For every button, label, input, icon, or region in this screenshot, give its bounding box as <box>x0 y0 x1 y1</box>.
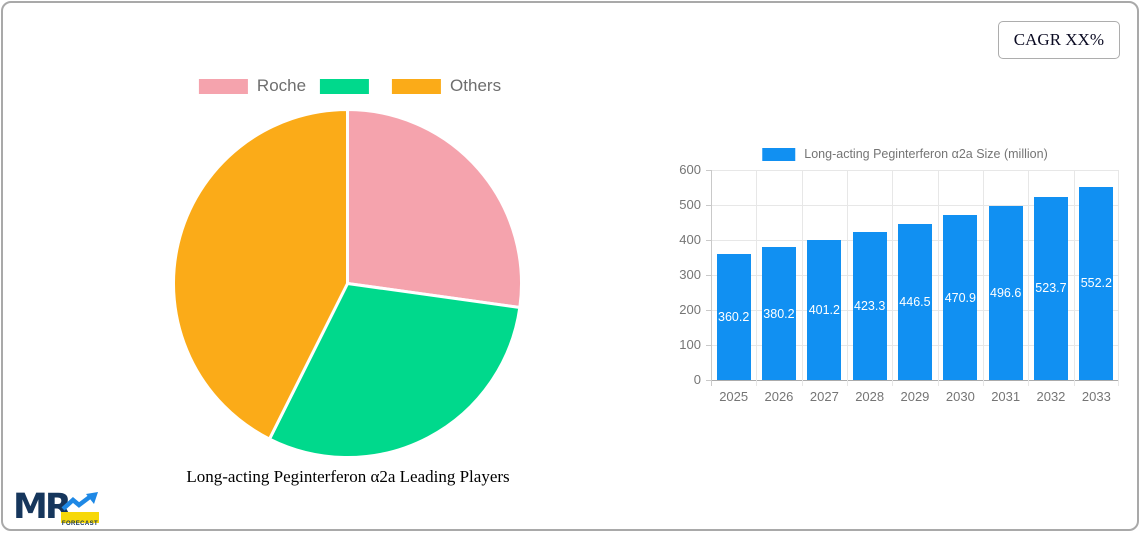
y-tick-mark <box>706 170 711 171</box>
x-tick-label: 2030 <box>945 389 975 404</box>
mr-forecast-logo: MR FORECAST <box>13 489 99 529</box>
v-gridline <box>1118 170 1119 386</box>
pie-chart <box>172 108 523 459</box>
pie-legend-item <box>320 78 378 94</box>
bar-plot-area: 360.2 2025 380.2 2026 401.2 2027 423.3 2028 446.… <box>706 170 1119 404</box>
y-tick-mark <box>706 310 711 311</box>
y-tick-mark <box>706 240 711 241</box>
y-tick-label: 0 <box>693 372 701 387</box>
cagr-button[interactable]: CAGR XX% <box>997 21 1120 59</box>
bar[interactable] <box>1079 186 1114 380</box>
x-tick-label: 2029 <box>900 389 930 404</box>
y-tick-label: 200 <box>679 302 701 317</box>
pie-slice[interactable] <box>172 108 349 441</box>
v-gridline <box>802 170 803 386</box>
h-gridline <box>711 170 1119 171</box>
pie-slice[interactable] <box>346 108 523 309</box>
bar[interactable] <box>1034 196 1068 380</box>
legend-label: Roche <box>256 76 307 95</box>
x-tick-label: 2028 <box>855 389 885 404</box>
y-tick-label: 400 <box>679 232 701 247</box>
bar-legend: Long-acting Peginterferon α2a Size (mill… <box>762 147 1048 161</box>
pie-legend-item: Others <box>392 76 501 96</box>
x-tick-label: 2033 <box>1081 389 1111 404</box>
v-gridline <box>1074 170 1075 386</box>
v-gridline <box>892 170 893 386</box>
y-tick-label: 500 <box>679 197 701 212</box>
bar[interactable] <box>762 246 796 380</box>
y-tick-mark <box>706 275 711 276</box>
v-gridline <box>938 170 939 386</box>
legend-swatch <box>198 78 248 94</box>
y-tick-label: 100 <box>679 337 701 352</box>
y-tick-label: 300 <box>679 267 701 282</box>
x-tick-label: 2026 <box>764 389 794 404</box>
pie-legend-item: Roche <box>198 76 307 96</box>
x-tick-label: 2027 <box>809 389 839 404</box>
y-tick-mark <box>706 380 711 381</box>
logo-banner: FORECAST <box>61 512 99 527</box>
y-tick-mark <box>706 345 711 346</box>
bar-y-axis: 0 100 200 300 400 500 600 <box>656 163 706 387</box>
bar[interactable] <box>716 253 751 380</box>
legend-label: Others <box>450 76 502 95</box>
legend-swatch <box>320 78 370 94</box>
y-axis-line <box>711 170 712 386</box>
h-gridline <box>711 205 1119 206</box>
trend-arrow-icon <box>61 492 98 511</box>
x-tick-label: 2032 <box>1036 389 1066 404</box>
pie-legend: Roche Others <box>192 76 508 96</box>
v-gridline <box>983 170 984 386</box>
bar[interactable] <box>807 239 842 380</box>
bar[interactable] <box>943 215 978 380</box>
bar[interactable] <box>852 231 887 380</box>
x-tick-label: 2031 <box>991 389 1021 404</box>
logo-sub-text: FORECAST <box>61 521 99 527</box>
pie-chart-title: Long-acting Peginterferon α2a Leading Pl… <box>186 467 510 486</box>
v-gridline <box>756 170 757 386</box>
y-tick-label: 600 <box>679 162 701 177</box>
y-tick-mark <box>706 205 711 206</box>
bar-legend-swatch <box>762 147 796 161</box>
x-tick-label: 2025 <box>719 389 749 404</box>
v-gridline <box>1028 170 1029 386</box>
legend-swatch <box>392 78 442 94</box>
bar-legend-label: Long-acting Peginterferon α2a Size (mill… <box>804 147 1048 161</box>
h-gridline <box>711 380 1119 381</box>
v-gridline <box>847 170 848 386</box>
bar[interactable] <box>898 223 932 380</box>
pie-slice[interactable] <box>267 282 522 459</box>
bar[interactable] <box>988 206 1023 380</box>
